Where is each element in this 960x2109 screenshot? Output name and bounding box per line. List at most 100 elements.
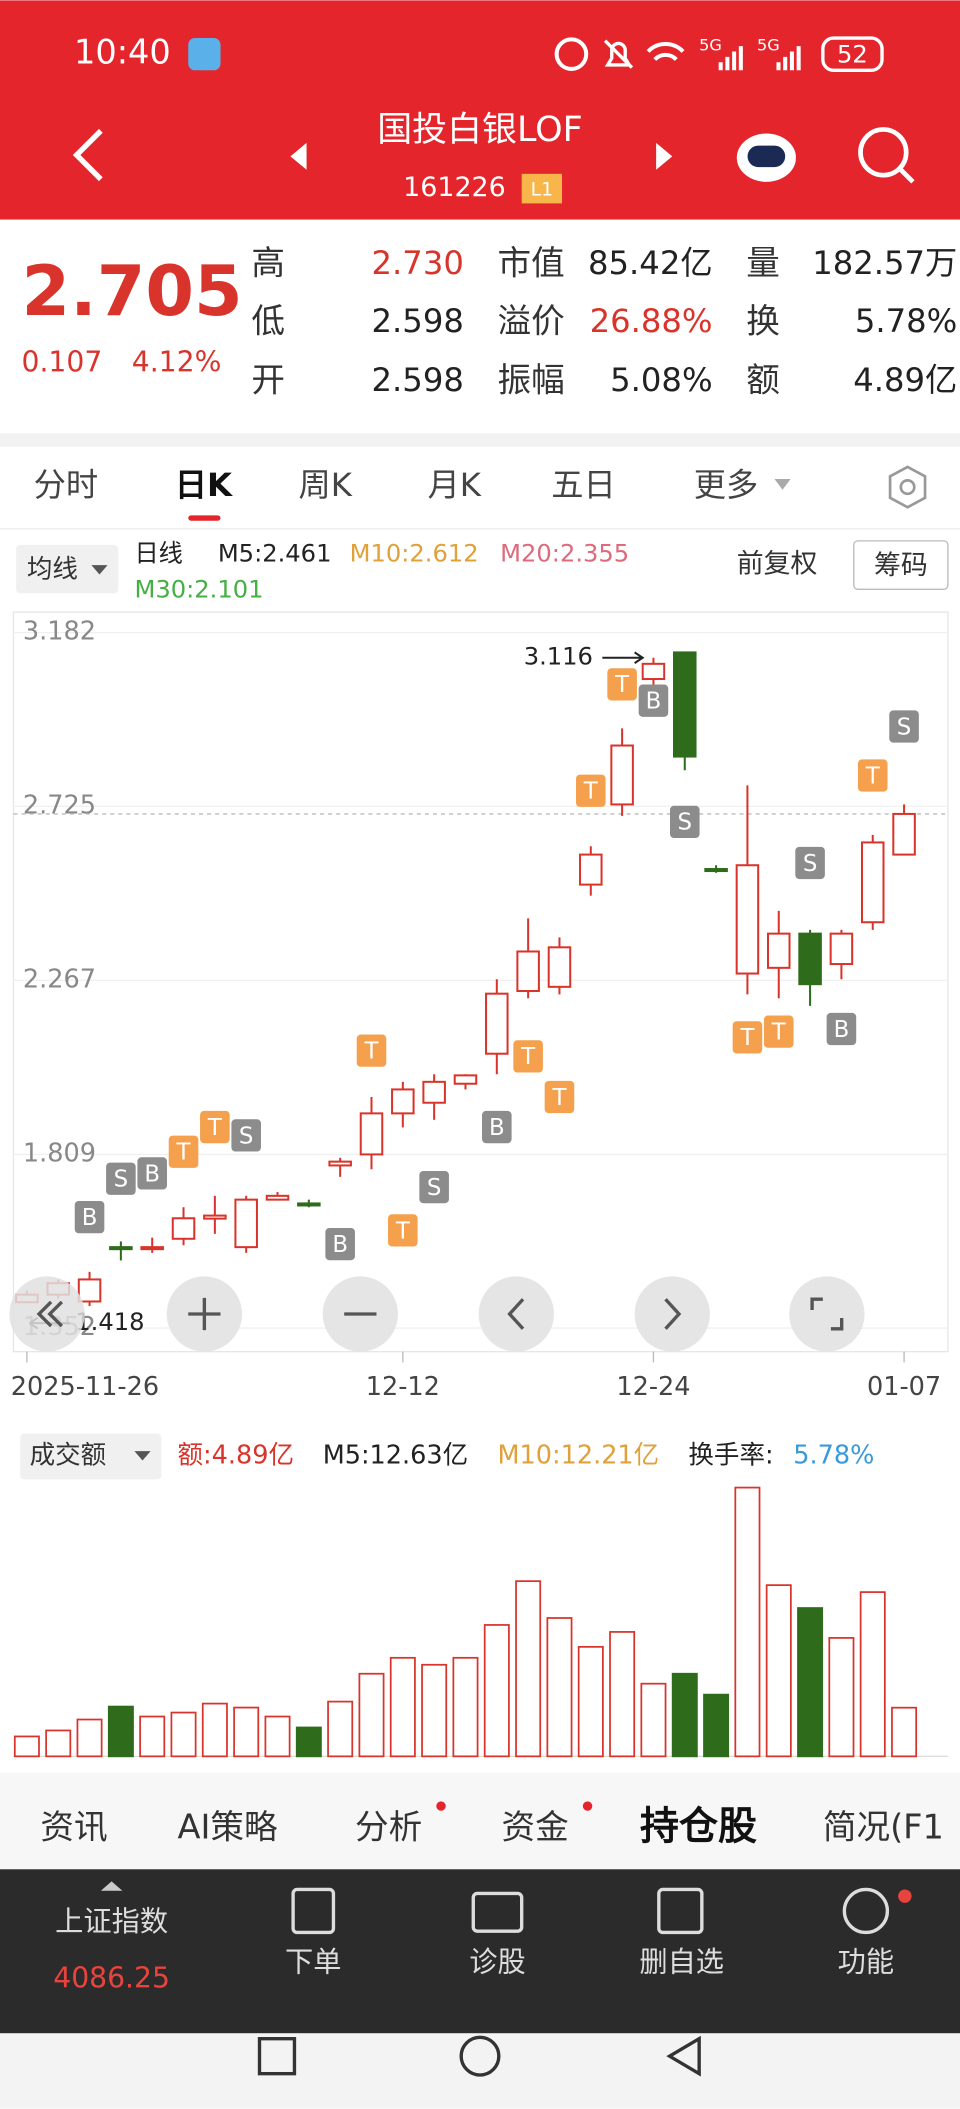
stat-label: 换 bbox=[746, 302, 780, 341]
signal-label: T bbox=[395, 1218, 411, 1244]
chart-control[interactable] bbox=[789, 1276, 865, 1352]
chips-button-bg[interactable] bbox=[853, 540, 949, 590]
alarm-icon bbox=[554, 37, 589, 71]
recents-button[interactable] bbox=[257, 2037, 297, 2076]
mute-icon bbox=[603, 39, 634, 69]
nav-item[interactable]: 删自选 bbox=[639, 1945, 724, 1978]
tab[interactable]: 五日 bbox=[551, 466, 616, 504]
tab[interactable]: 月K bbox=[428, 466, 482, 504]
tab[interactable]: 日K bbox=[175, 466, 233, 504]
volume-bar bbox=[389, 1656, 416, 1758]
index-name[interactable]: 上证指数 bbox=[55, 1905, 168, 1938]
volume-bar bbox=[483, 1624, 510, 1758]
stat-label: 额 bbox=[746, 361, 780, 400]
bottom-tab[interactable]: 简况(F1 bbox=[823, 1807, 944, 1846]
diagnose-icon bbox=[471, 1891, 524, 1933]
chart-control[interactable] bbox=[9, 1276, 85, 1352]
adjust-button[interactable]: 前复权 bbox=[737, 549, 818, 580]
nav-item[interactable]: 下单 bbox=[285, 1945, 341, 1978]
change-pct: 4.12% bbox=[132, 345, 222, 378]
settings-dot bbox=[899, 479, 916, 496]
tab[interactable]: 更多 bbox=[694, 466, 759, 504]
tab[interactable]: 周K bbox=[298, 466, 352, 504]
kline-frame bbox=[12, 611, 949, 1353]
signal-label: S bbox=[114, 1167, 129, 1193]
price: 2.705 bbox=[22, 251, 243, 332]
back-button[interactable] bbox=[72, 128, 103, 182]
stat-label: 高 bbox=[251, 244, 285, 283]
volume-bar bbox=[139, 1715, 166, 1758]
ma10: M10:2.612 bbox=[350, 539, 479, 567]
signal-badge bbox=[325, 1227, 355, 1261]
volume-bar bbox=[797, 1607, 824, 1758]
chart-control[interactable] bbox=[634, 1276, 710, 1352]
search-handle bbox=[897, 166, 915, 184]
settings-button[interactable] bbox=[888, 465, 927, 509]
signal-badge bbox=[544, 1080, 575, 1114]
battery-level: 52 bbox=[837, 41, 868, 69]
volume-bar bbox=[45, 1729, 72, 1758]
tab[interactable]: 分时 bbox=[34, 466, 99, 504]
signal-label: S bbox=[427, 1175, 442, 1201]
signal-label: T bbox=[583, 779, 599, 805]
volume-ma10: M10:12.21亿 bbox=[497, 1441, 659, 1471]
ma-toggle[interactable]: 均线 bbox=[27, 554, 78, 584]
expand-arrow bbox=[100, 1881, 123, 1891]
signal-label: S bbox=[678, 810, 693, 836]
order-icon bbox=[291, 1887, 336, 1935]
stat-value: 4.89亿 bbox=[853, 361, 957, 399]
stat-value: 2.730 bbox=[372, 244, 464, 282]
signal-badge bbox=[137, 1157, 167, 1190]
volume-bar bbox=[170, 1711, 197, 1758]
candle-body bbox=[579, 853, 603, 886]
signal-label: T bbox=[176, 1140, 192, 1166]
candle-body bbox=[422, 1080, 446, 1104]
volume-bar bbox=[577, 1645, 604, 1758]
delete-icon bbox=[657, 1887, 704, 1935]
battery bbox=[821, 36, 884, 72]
signal-label: T bbox=[207, 1115, 223, 1141]
stat-label: 振幅 bbox=[497, 361, 564, 400]
ma-toggle-bg[interactable] bbox=[16, 544, 119, 594]
prev-button[interactable] bbox=[290, 142, 307, 170]
back-system-button[interactable] bbox=[666, 2035, 701, 2077]
nav-item[interactable]: 功能 bbox=[838, 1945, 894, 1978]
candle-body bbox=[610, 744, 634, 806]
volume-toggle-bg[interactable] bbox=[20, 1433, 162, 1480]
candle-body bbox=[234, 1198, 258, 1249]
bottom-tab[interactable]: 分析 bbox=[355, 1807, 422, 1846]
nav-item[interactable]: 诊股 bbox=[469, 1945, 525, 1978]
volume-bar bbox=[13, 1735, 40, 1758]
candle-body bbox=[171, 1217, 196, 1240]
bottom-tab[interactable]: 持仓股 bbox=[640, 1804, 757, 1849]
volume-bar bbox=[201, 1702, 228, 1758]
bottom-tab[interactable]: 资讯 bbox=[40, 1807, 107, 1846]
separator bbox=[0, 433, 960, 447]
candle-body bbox=[766, 932, 791, 969]
volume-title[interactable]: 成交额 bbox=[30, 1441, 107, 1471]
turnover: 5.78% bbox=[793, 1441, 874, 1471]
home-button[interactable] bbox=[459, 2035, 501, 2077]
stat-label: 量 bbox=[746, 244, 780, 283]
candle-body bbox=[673, 651, 697, 758]
signal-badge bbox=[419, 1170, 449, 1204]
bottom-tab[interactable]: AI策略 bbox=[177, 1807, 278, 1846]
control-icon bbox=[664, 1298, 682, 1330]
next-button[interactable] bbox=[656, 142, 673, 170]
control-icon bbox=[36, 1300, 64, 1328]
candle-body bbox=[735, 864, 760, 975]
search-button[interactable] bbox=[858, 127, 909, 178]
signal-badge bbox=[200, 1110, 230, 1144]
x-tick-label: 12-12 bbox=[366, 1372, 440, 1402]
signal-label: B bbox=[489, 1115, 505, 1141]
stat-value: 2.598 bbox=[372, 302, 464, 340]
stat-label: 溢价 bbox=[497, 302, 564, 341]
wifi-icon bbox=[646, 42, 685, 62]
turnover-label: 换手率: bbox=[688, 1441, 773, 1471]
chips-button[interactable]: 筹码 bbox=[874, 550, 928, 581]
candle-body bbox=[140, 1246, 164, 1251]
bottom-tab[interactable]: 资金 bbox=[502, 1807, 569, 1846]
chart-control[interactable] bbox=[478, 1276, 554, 1352]
dropdown-arrow bbox=[91, 565, 108, 575]
